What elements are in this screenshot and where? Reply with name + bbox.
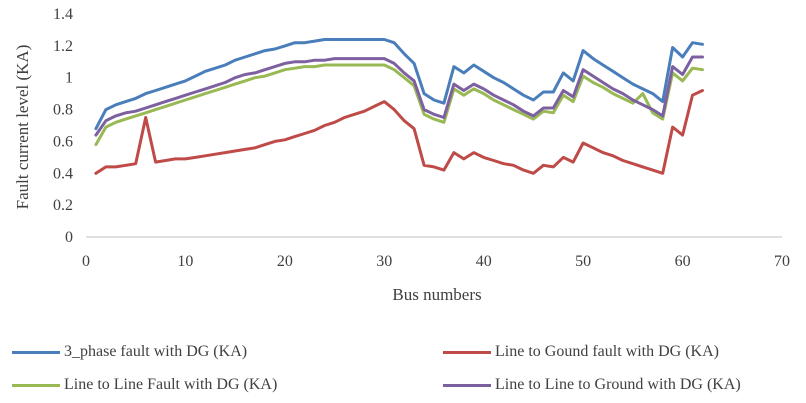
x-tick-label: 40 xyxy=(476,253,492,270)
x-tick-label: 70 xyxy=(774,253,790,270)
legend-label-line-to-line-to-ground: Line to Line to Ground with DG (KA) xyxy=(495,376,741,393)
x-tick-label: 30 xyxy=(376,253,392,270)
x-axis-label: Bus numbers xyxy=(392,285,481,300)
y-tick-label: 0.6 xyxy=(53,133,73,150)
y-axis-ticks: 0 0.2 0.4 0.6 0.8 1 1.2 1.4 xyxy=(53,6,73,246)
legend-swatch-line-to-line xyxy=(12,383,60,387)
x-tick-label: 60 xyxy=(675,253,691,270)
legend-label-line-to-ground: Line to Gound fault with DG (KA) xyxy=(495,343,719,360)
y-tick-label: 1.2 xyxy=(53,38,73,55)
y-tick-label: 1.4 xyxy=(53,6,73,23)
legend-item-line-to-ground: Line to Gound fault with DG (KA) xyxy=(443,341,719,363)
x-tick-label: 20 xyxy=(277,253,293,270)
legend-item-line-to-line: Line to Line Fault with DG (KA) xyxy=(12,374,277,396)
legend-label-line-to-line: Line to Line Fault with DG (KA) xyxy=(64,376,278,393)
x-axis-ticks: 0 10 20 30 40 50 60 70 xyxy=(82,253,790,270)
legend-label-3phase: 3_phase fault with DG (KA) xyxy=(64,343,248,360)
y-tick-label: 0.8 xyxy=(53,102,73,119)
y-axis-label: Fault current level (KA) xyxy=(13,45,32,210)
legend-item-line-to-line-to-ground: Line to Line to Ground with DG (KA) xyxy=(443,374,741,396)
y-tick-label: 0.2 xyxy=(53,197,73,214)
series-line-3phase xyxy=(94,38,704,131)
x-tick-label: 10 xyxy=(177,253,193,270)
legend-swatch-line-to-line-to-ground xyxy=(443,383,491,387)
series-group xyxy=(94,38,704,175)
series-line-line-to-line xyxy=(94,63,704,147)
y-tick-label: 0 xyxy=(65,229,73,246)
series-line-line-to-ground xyxy=(94,89,704,175)
y-axis-label-group: Fault current level (KA) xyxy=(13,45,32,210)
line-chart: Fault current level (KA) 0 0.2 0.4 0.6 0.8 1 1… xyxy=(13,6,790,300)
y-tick-label: 1 xyxy=(65,70,73,87)
x-tick-label: 0 xyxy=(82,253,90,270)
y-tick-label: 0.4 xyxy=(53,165,73,182)
series-line-line-to-line-to-ground xyxy=(94,55,704,137)
legend: 3_phase fault with DG (KA) Line to Gound… xyxy=(0,330,806,403)
x-tick-label: 50 xyxy=(575,253,591,270)
legend-item-3phase: 3_phase fault with DG (KA) xyxy=(12,341,247,363)
legend-swatch-3phase xyxy=(12,350,60,354)
legend-swatch-line-to-ground xyxy=(443,350,491,354)
